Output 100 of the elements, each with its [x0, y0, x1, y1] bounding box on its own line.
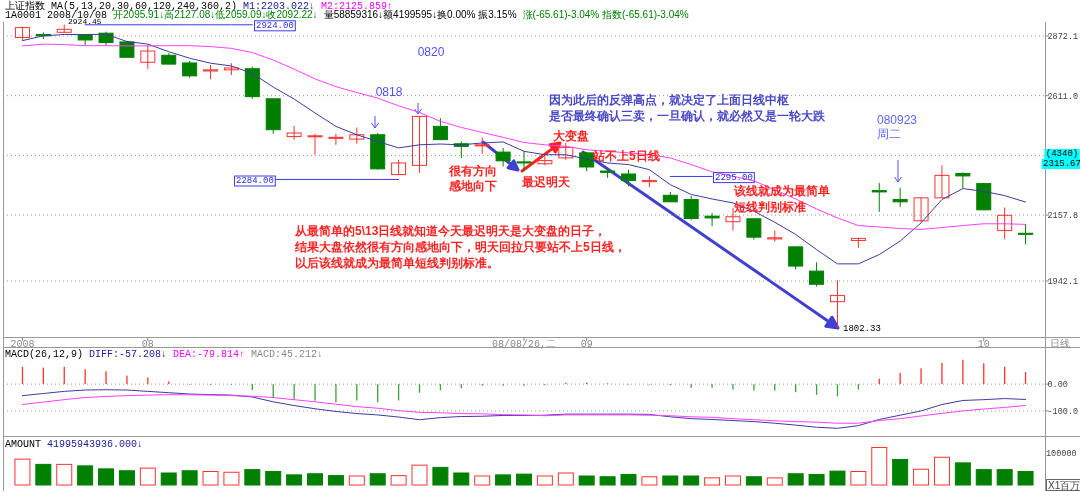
candlestick: [809, 261, 825, 288]
annotation: DEA:-79.814↑: [173, 349, 246, 360]
x-tick-label: 08/08/26,二: [491, 338, 557, 350]
bar: [662, 475, 679, 486]
annotation: 最迟明天: [521, 175, 571, 189]
bar: [327, 475, 344, 486]
candlestick: [516, 150, 532, 172]
annotation: 很有方向感地向下: [448, 163, 497, 193]
candlestick: [307, 133, 323, 156]
bar: [536, 475, 553, 486]
annotation: 080923 周二: [877, 113, 918, 141]
candlestick: [913, 197, 929, 223]
bar: [892, 459, 909, 486]
text: 涨(-65.61)-3.04% 指数(-65.61)-3.04%: [522, 9, 689, 20]
bar: [975, 469, 992, 486]
bar: [432, 466, 449, 486]
annotation: 大变盘: [553, 128, 589, 143]
bar: [98, 468, 115, 486]
text: (4340): [1045, 149, 1079, 159]
bar: [724, 475, 741, 486]
candlestick: [788, 245, 804, 271]
bar: [683, 475, 700, 486]
candlestick: [683, 195, 699, 221]
bar: [766, 477, 783, 486]
bar: [35, 463, 52, 486]
y-tick-label: 2872.1: [1047, 31, 1079, 42]
bar: [871, 447, 888, 486]
bar: [495, 474, 512, 486]
text: 开2095.91↓高2127.08↓低2059.09↓收2092.22↓: [113, 9, 318, 20]
bar: [850, 471, 867, 486]
x-tick-label: 2008: [10, 338, 35, 350]
bar: [641, 476, 658, 486]
bar: [599, 476, 616, 486]
candlestick: [892, 187, 908, 208]
bar: [557, 472, 574, 486]
y-tick-label: 1942.1: [1047, 277, 1079, 288]
bar: [1017, 471, 1034, 486]
bar: [181, 470, 198, 486]
bar: [913, 468, 930, 486]
annotation: 2924.00: [256, 20, 294, 31]
bar: [808, 474, 825, 486]
annotation: 2924.45: [68, 17, 102, 26]
bar: [56, 463, 73, 486]
candlestick: [704, 212, 720, 227]
bar: [453, 472, 470, 486]
bar: [578, 475, 595, 486]
candlestick: [1018, 223, 1034, 245]
candlestick: [934, 164, 950, 199]
bar: [620, 474, 637, 486]
annotation: MACD(26,12,9): [5, 349, 84, 360]
bar: [244, 469, 261, 486]
candlestick: [328, 133, 344, 146]
annotation: 2315.67: [1043, 159, 1080, 169]
bar: [516, 473, 532, 486]
bar: [202, 471, 219, 486]
bar: [286, 474, 303, 486]
y-tick-label: -100.0: [1047, 406, 1079, 417]
annotation: 0820: [417, 45, 445, 59]
bar: [118, 470, 135, 486]
text: 100000: [1046, 449, 1077, 459]
annotation: 41995943936.000↓: [47, 439, 144, 450]
bar: [474, 475, 491, 486]
annotation: 从最简单的5\13日线就知道今天最迟明天是大变盘的日子，结果大盘依然很有方向感地向下，明天回拉只要站不上5日线，以后该线就成为最简单短线判别标准。: [294, 223, 626, 270]
bar: [77, 465, 94, 486]
annotation: DIFF:-57.208↓: [89, 349, 168, 360]
annotation: 0818: [375, 85, 403, 99]
candlestick: [955, 171, 971, 190]
bar: [139, 467, 156, 486]
candlestick: [829, 279, 845, 329]
text: X1百万: [1048, 479, 1080, 491]
candlestick: [412, 115, 428, 174]
bar: [307, 473, 324, 486]
bar: [265, 471, 282, 486]
bar: [745, 476, 762, 486]
y-tick-label: 0.00: [1047, 380, 1068, 391]
candlestick: [140, 44, 156, 70]
x-tick-label: 10: [977, 338, 990, 350]
annotation: 1802.33: [843, 324, 881, 334]
y-tick-label: 2157.8: [1047, 211, 1079, 222]
candlestick: [495, 147, 511, 167]
bar: [933, 456, 950, 486]
bar: [954, 462, 971, 486]
x-tick-label: 08: [141, 338, 154, 350]
bar: [996, 469, 1013, 486]
candlestick: [871, 182, 887, 213]
annotation: 因为此后的反弹高点，就决定了上面日线中枢是否最终确认三卖，一旦确认，就必然又是一轮大跌: [548, 92, 826, 123]
text: 日线: [1050, 337, 1070, 349]
candlestick: [286, 125, 302, 141]
annotation: AMOUNT: [5, 439, 42, 450]
annotation: MACD:45.212↓: [251, 349, 324, 360]
bar: [160, 472, 177, 486]
bar: [704, 477, 721, 486]
bar: [14, 458, 31, 486]
x-tick-label: 09: [580, 338, 593, 350]
y-tick-label: 2611.0: [1047, 91, 1079, 102]
bar: [411, 464, 428, 486]
bar: [348, 475, 365, 486]
candlestick: [537, 155, 553, 166]
text: 上证指数: [5, 0, 45, 11]
annotation: 2284.00: [236, 176, 274, 186]
